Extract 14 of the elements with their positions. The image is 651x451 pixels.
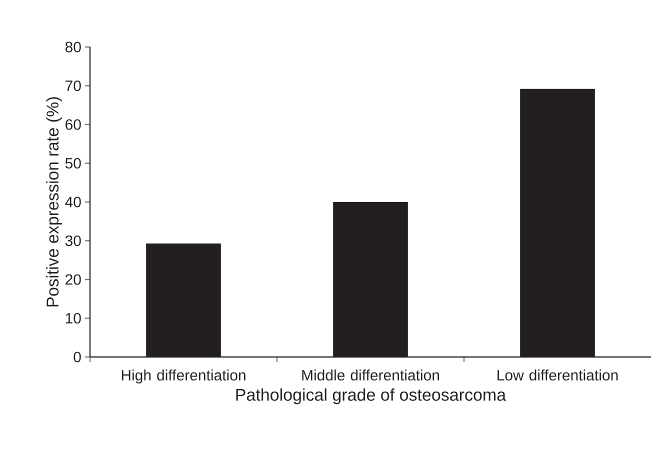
y-tick-label: 20: [66, 274, 81, 285]
x-tick-label: High differentiation: [122, 370, 246, 384]
y-tick-label: 70: [66, 80, 81, 92]
y-tick-label: 60: [66, 119, 81, 130]
y-axis-title: Positive expression rate (%): [46, 97, 62, 306]
y-tick-label: 0: [74, 352, 81, 362]
x-tick-label: Low differentiation: [498, 370, 618, 381]
y-tick-label: 10: [66, 312, 81, 324]
y-tick-label: 30: [65, 235, 81, 246]
y-tick-label: 80: [65, 42, 81, 52]
y-tick-label: 40: [65, 196, 81, 208]
x-tick-label: Middle differentiation: [302, 370, 440, 381]
x-axis-title: Pathological grade of osteosarcoma: [236, 388, 506, 404]
y-tick-label: 50: [65, 158, 81, 169]
